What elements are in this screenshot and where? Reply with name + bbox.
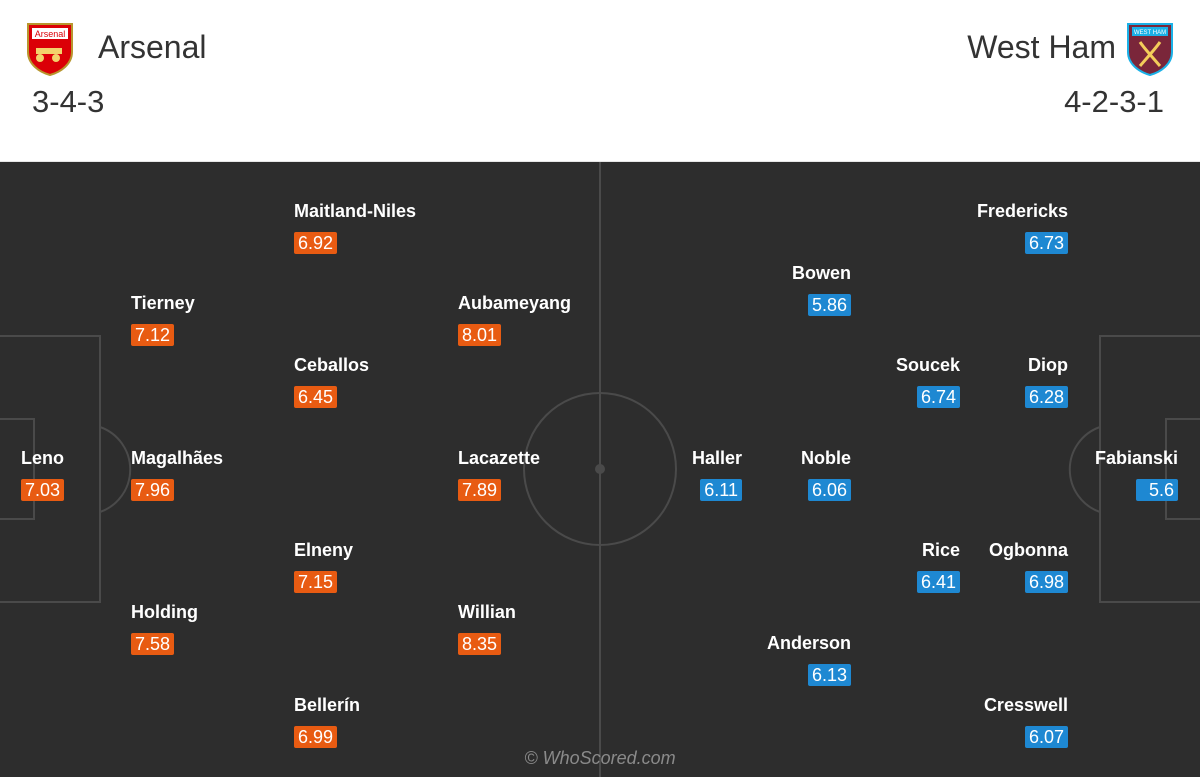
player-card-holding[interactable]: Holding 7.58 (131, 601, 291, 655)
player-card-aubameyang[interactable]: Aubameyang 8.01 (458, 292, 618, 346)
player-card-haller[interactable]: Haller 6.11 (582, 447, 742, 501)
player-name: Maitland-Niles (294, 201, 417, 221)
away-penalty-arc (1068, 426, 1101, 513)
player-rating: 7.96 (131, 479, 175, 501)
pitch: Maitland-Niles 6.92 Tierney 7.12 Aubamey… (0, 162, 1200, 777)
center-spot (595, 464, 605, 474)
player-name: Noble (800, 448, 851, 468)
player-rating: 6.28 (1024, 386, 1068, 408)
home-team-name: Arsenal (98, 29, 207, 65)
player-name: Elneny (294, 540, 354, 560)
player-card-soucek[interactable]: Soucek 6.74 (800, 354, 960, 408)
player-name: Holding (131, 602, 198, 622)
player-name: Fabianski (1094, 448, 1178, 468)
player-name: Soucek (895, 355, 960, 375)
player-rating: 7.89 (458, 479, 502, 501)
player-rating: 8.35 (458, 633, 502, 655)
home-formation: 3-4-3 (32, 84, 105, 119)
home-penalty-arc (99, 426, 132, 513)
player-rating: 6.98 (1024, 571, 1068, 593)
player-name: Diop (1028, 355, 1068, 375)
center-circle (523, 392, 677, 546)
player-rating: 6.41 (916, 571, 960, 593)
player-rating: 7.15 (294, 571, 338, 593)
player-card-lacazette[interactable]: Lacazette 7.89 (458, 447, 618, 501)
player-card-bowen[interactable]: Bowen 5.86 (691, 262, 851, 316)
player-card-bellerin[interactable]: Bellerín 6.99 (294, 694, 454, 748)
player-rating: 5.6 (1136, 479, 1178, 501)
player-name: Bowen (791, 263, 851, 283)
player-name: Ogbonna (989, 540, 1068, 560)
player-rating: 6.13 (807, 664, 851, 686)
player-name: Rice (921, 540, 960, 560)
player-rating: 6.74 (916, 386, 960, 408)
player-card-rice[interactable]: Rice 6.41 (800, 539, 960, 593)
home-goal-box (0, 418, 35, 520)
player-rating: 7.03 (21, 479, 65, 501)
away-penalty-box (1099, 335, 1200, 603)
player-rating: 7.58 (131, 633, 175, 655)
player-name: Bellerín (294, 695, 361, 715)
whoscored-watermark: © WhoScored.com (524, 748, 676, 768)
player-name: Magalhães (131, 448, 224, 468)
player-name: Ceballos (294, 355, 370, 375)
svg-text:Arsenal: Arsenal (35, 29, 66, 39)
player-rating: 6.45 (294, 386, 338, 408)
svg-text:WEST HAM: WEST HAM (1134, 30, 1166, 36)
player-card-magalhaes[interactable]: Magalhães 7.96 (131, 447, 291, 501)
player-name: Lacazette (458, 448, 541, 468)
west-ham-crest-icon: WEST HAM (1126, 22, 1174, 77)
player-name: Leno (21, 448, 64, 468)
home-penalty-box (0, 335, 101, 603)
player-rating: 6.11 (700, 479, 742, 501)
player-name: Anderson (766, 633, 851, 653)
player-name: Willian (458, 602, 516, 622)
player-card-ogbonna[interactable]: Ogbonna 6.98 (908, 539, 1068, 593)
player-rating: 5.86 (807, 294, 851, 316)
arsenal-crest-icon: Arsenal (26, 22, 74, 77)
player-card-fabianski[interactable]: Fabianski 5.6 (1018, 447, 1178, 501)
player-rating: 6.06 (807, 479, 851, 501)
player-card-diop[interactable]: Diop 6.28 (908, 354, 1068, 408)
player-card-fredericks[interactable]: Fredericks 6.73 (908, 200, 1068, 254)
player-rating: 6.99 (294, 726, 338, 748)
player-name: Aubameyang (458, 293, 572, 313)
player-card-willian[interactable]: Willian 8.35 (458, 601, 618, 655)
player-name: Fredericks (976, 201, 1068, 221)
player-rating: 6.92 (294, 232, 338, 254)
player-rating: 6.73 (1024, 232, 1068, 254)
player-card-noble[interactable]: Noble 6.06 (691, 447, 851, 501)
away-team-name: West Ham (967, 29, 1116, 65)
player-card-anderson[interactable]: Anderson 6.13 (691, 632, 851, 686)
player-card-maitland-niles[interactable]: Maitland-Niles 6.92 (294, 200, 454, 254)
pitch-markings (0, 162, 1200, 777)
player-rating: 6.07 (1024, 726, 1068, 748)
player-card-elneny[interactable]: Elneny 7.15 (294, 539, 454, 593)
player-card-leno[interactable]: Leno 7.03 (21, 447, 181, 501)
away-goal-box (1165, 418, 1200, 520)
player-rating: 8.01 (458, 324, 502, 346)
player-name: Cresswell (983, 695, 1068, 715)
player-name: Tierney (131, 293, 195, 313)
away-formation: 4-2-3-1 (1064, 84, 1164, 119)
player-card-tierney[interactable]: Tierney 7.12 (131, 292, 291, 346)
player-card-cresswell[interactable]: Cresswell 6.07 (908, 694, 1068, 748)
player-card-ceballos[interactable]: Ceballos 6.45 (294, 354, 454, 408)
match-header: Arsenal Arsenal 3-4-3 WEST HAM West Ham … (0, 0, 1200, 162)
player-rating: 7.12 (131, 324, 175, 346)
player-name: Haller (691, 448, 742, 468)
